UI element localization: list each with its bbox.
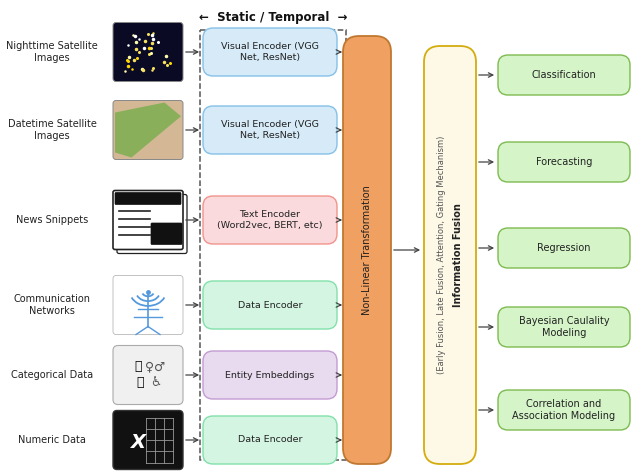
Text: Visual Encoder (VGG
Net, ResNet): Visual Encoder (VGG Net, ResNet) bbox=[221, 120, 319, 140]
Polygon shape bbox=[115, 102, 181, 158]
Text: Datetime Satellite
Images: Datetime Satellite Images bbox=[8, 119, 97, 141]
Text: ←  Static / Temporal  →: ← Static / Temporal → bbox=[199, 11, 348, 25]
Text: Entity Embeddings: Entity Embeddings bbox=[225, 371, 315, 379]
Text: News Snippets: News Snippets bbox=[16, 215, 88, 225]
FancyBboxPatch shape bbox=[203, 106, 337, 154]
FancyBboxPatch shape bbox=[203, 28, 337, 76]
Text: Regression: Regression bbox=[537, 243, 591, 253]
FancyBboxPatch shape bbox=[498, 55, 630, 95]
FancyBboxPatch shape bbox=[498, 307, 630, 347]
Text: Numeric Data: Numeric Data bbox=[18, 435, 86, 445]
Text: Text Encoder
(Word2vec, BERT, etc): Text Encoder (Word2vec, BERT, etc) bbox=[217, 211, 323, 230]
FancyBboxPatch shape bbox=[203, 416, 337, 464]
FancyBboxPatch shape bbox=[498, 390, 630, 430]
Text: ♀: ♀ bbox=[145, 361, 155, 373]
Text: Communication
Networks: Communication Networks bbox=[13, 294, 90, 316]
Text: (Early Fusion, Late Fusion, Attention, Gating Mechanism): (Early Fusion, Late Fusion, Attention, G… bbox=[438, 136, 447, 374]
FancyBboxPatch shape bbox=[203, 351, 337, 399]
FancyBboxPatch shape bbox=[424, 46, 476, 464]
Text: Nighttime Satellite
Images: Nighttime Satellite Images bbox=[6, 41, 98, 63]
FancyBboxPatch shape bbox=[113, 276, 183, 335]
FancyBboxPatch shape bbox=[113, 191, 183, 250]
FancyBboxPatch shape bbox=[498, 228, 630, 268]
Text: Non-Linear Transformation: Non-Linear Transformation bbox=[362, 185, 372, 315]
FancyBboxPatch shape bbox=[343, 36, 391, 464]
Text: 🎓: 🎓 bbox=[134, 361, 141, 373]
FancyBboxPatch shape bbox=[113, 101, 183, 160]
FancyBboxPatch shape bbox=[113, 23, 183, 82]
Text: Visual Encoder (VGG
Net, ResNet): Visual Encoder (VGG Net, ResNet) bbox=[221, 42, 319, 62]
Text: X: X bbox=[131, 432, 145, 452]
Text: Correlation and
Association Modeling: Correlation and Association Modeling bbox=[513, 399, 616, 421]
FancyBboxPatch shape bbox=[113, 411, 183, 470]
Text: Forecasting: Forecasting bbox=[536, 157, 592, 167]
Text: Information Fusion: Information Fusion bbox=[453, 203, 463, 307]
FancyBboxPatch shape bbox=[113, 346, 183, 405]
FancyBboxPatch shape bbox=[203, 281, 337, 329]
FancyBboxPatch shape bbox=[117, 194, 187, 253]
Text: 🚗: 🚗 bbox=[136, 377, 144, 389]
FancyBboxPatch shape bbox=[151, 223, 182, 244]
Text: Categorical Data: Categorical Data bbox=[11, 370, 93, 380]
Text: ♿: ♿ bbox=[150, 377, 162, 389]
FancyBboxPatch shape bbox=[203, 196, 337, 244]
Text: Classification: Classification bbox=[532, 70, 596, 80]
FancyBboxPatch shape bbox=[498, 142, 630, 182]
Text: Bayesian Caulality
Modeling: Bayesian Caulality Modeling bbox=[518, 316, 609, 338]
Text: Data Encoder: Data Encoder bbox=[237, 436, 302, 445]
FancyBboxPatch shape bbox=[115, 193, 181, 204]
Text: Data Encoder: Data Encoder bbox=[237, 301, 302, 310]
Text: ♂: ♂ bbox=[154, 361, 166, 373]
